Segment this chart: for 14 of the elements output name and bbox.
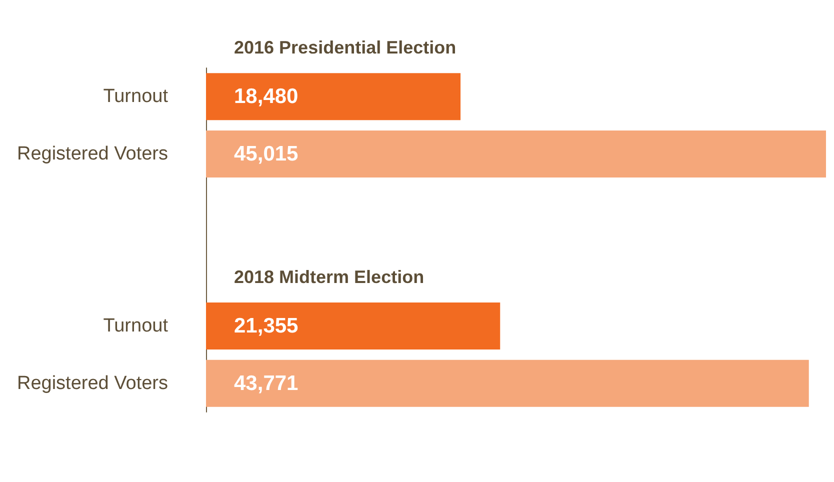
y-tick-label: Turnout (103, 86, 169, 108)
y-tick-label: Registered Voters (16, 144, 168, 164)
bar (206, 360, 809, 407)
y-tick-label: Turnout (103, 316, 169, 336)
annotation: 2018 Midterm Election (234, 267, 424, 287)
data-label: 43,771 (234, 372, 299, 395)
bar (206, 73, 461, 120)
data-label: 21,355 (234, 314, 299, 338)
data-label: 18,480 (234, 85, 298, 108)
text: 2016 Presidential Election (234, 38, 456, 58)
data-label: 45,015 (234, 142, 299, 166)
bar (206, 302, 500, 350)
bar (206, 130, 826, 178)
y-tick-label: Registered Voters (16, 372, 168, 394)
